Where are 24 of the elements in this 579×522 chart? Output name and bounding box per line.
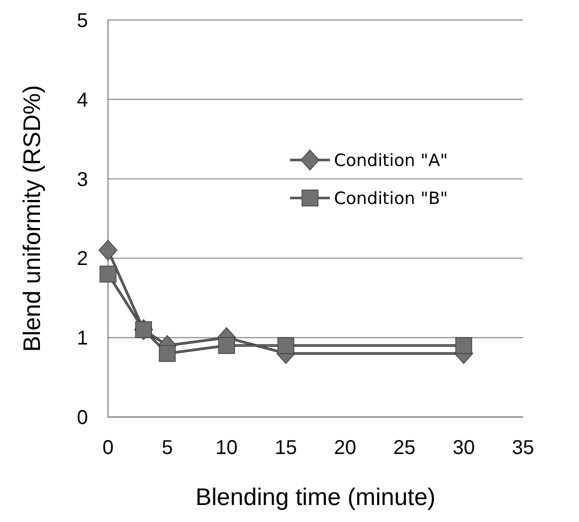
x-tick-label: 0 xyxy=(102,437,114,459)
point xyxy=(158,345,176,362)
point xyxy=(98,240,118,261)
y-axis-title: Blend uniformity (RSD%) xyxy=(19,85,46,352)
point xyxy=(100,266,116,282)
x-tick-label: 15 xyxy=(274,437,297,459)
x-tick-label: 10 xyxy=(215,437,238,459)
y-tick-label: 0 xyxy=(76,407,88,429)
point xyxy=(218,337,235,354)
point xyxy=(455,337,472,354)
x-tick-label: 35 xyxy=(512,437,534,459)
y-tick-label: 4 xyxy=(76,89,88,112)
x-tick-label: 25 xyxy=(393,437,416,459)
y-tick-label: 3 xyxy=(76,168,88,191)
legend-label: Condition "A" xyxy=(334,150,448,171)
y-tick-label: 1 xyxy=(76,328,88,350)
legend-label: Condition "B" xyxy=(334,188,448,209)
y-tick-label: 2 xyxy=(76,248,88,270)
x-tick-label: 30 xyxy=(452,437,475,459)
x-tick-label: 20 xyxy=(334,437,356,459)
x-axis-title: Blending time (minute) xyxy=(195,484,436,511)
point xyxy=(277,337,294,354)
y-tick-label: 5 xyxy=(76,10,88,32)
x-tick-label: 5 xyxy=(162,437,173,459)
